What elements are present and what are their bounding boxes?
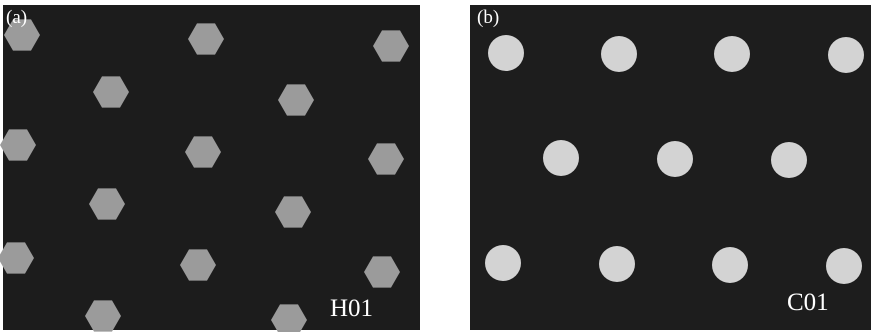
panel-label: (b) — [477, 7, 499, 28]
circle-dot — [657, 141, 693, 177]
circle-dot — [543, 140, 579, 176]
circle-dot — [828, 37, 864, 73]
panel-label: (a) — [6, 7, 27, 28]
circle-dot — [601, 36, 637, 72]
circle-dot — [714, 36, 750, 72]
sample-label: C01 — [787, 289, 829, 316]
circle-dot — [485, 245, 521, 281]
circle-dot — [771, 142, 807, 178]
circle-dot — [712, 247, 748, 283]
sample-label: H01 — [330, 295, 373, 322]
page: (a) H01 (b) C01 (() => { const data = JS… — [0, 0, 873, 332]
figure: (a) H01 (b) C01 — [0, 0, 873, 332]
circle-dot — [826, 248, 862, 284]
circle-dot — [599, 246, 635, 282]
circle-dot — [488, 35, 524, 71]
